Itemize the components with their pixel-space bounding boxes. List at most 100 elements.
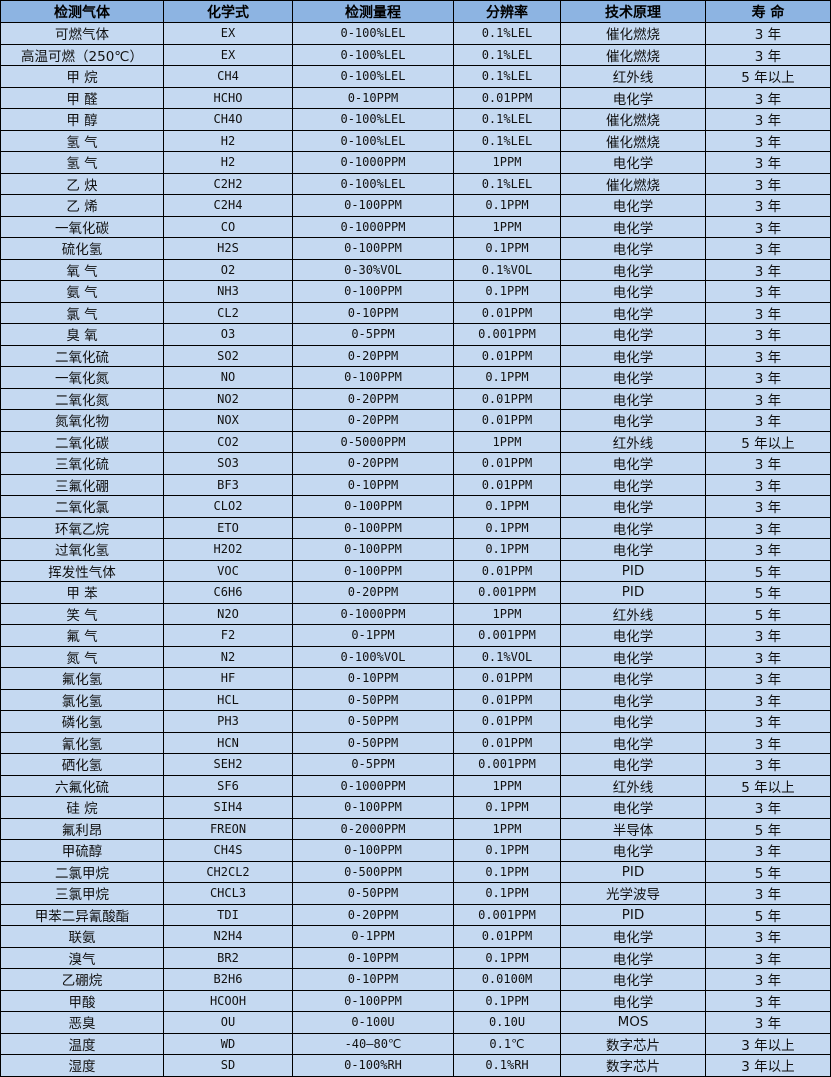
cell-gas: 二氧化硫 bbox=[0, 344, 164, 367]
cell-gas: 三氯甲烷 bbox=[0, 882, 164, 905]
cell-formula: SIH4 bbox=[163, 796, 293, 819]
cell-principle: 红外线 bbox=[560, 774, 706, 797]
cell-lifetime: 3 年 bbox=[705, 925, 831, 948]
cell-range: 0-100%LEL bbox=[292, 172, 454, 195]
cell-lifetime: 5 年以上 bbox=[705, 774, 831, 797]
cell-principle: 电化学 bbox=[560, 753, 706, 776]
cell-formula: O2 bbox=[163, 258, 293, 281]
cell-lifetime: 3 年 bbox=[705, 215, 831, 238]
cell-formula: CH4 bbox=[163, 65, 293, 88]
table-row: 挥发性气体 VOC 0-100PPM 0.01PPM PID 5 年 bbox=[0, 559, 831, 582]
cell-gas: 氨 气 bbox=[0, 280, 164, 303]
cell-gas: 甲苯二异氰酸酯 bbox=[0, 903, 164, 926]
cell-lifetime: 3 年 bbox=[705, 323, 831, 346]
cell-resolution: 0.1%LEL bbox=[453, 22, 561, 45]
cell-lifetime: 3 年 bbox=[705, 366, 831, 389]
cell-range: 0-100%LEL bbox=[292, 65, 454, 88]
cell-range: 0-100PPM bbox=[292, 796, 454, 819]
cell-range: 0-100PPM bbox=[292, 538, 454, 561]
cell-principle: 电化学 bbox=[560, 215, 706, 238]
cell-formula: ETO bbox=[163, 516, 293, 539]
cell-resolution: 1PPM bbox=[453, 602, 561, 625]
cell-resolution: 0.1%LEL bbox=[453, 172, 561, 195]
cell-resolution: 0.01PPM bbox=[453, 409, 561, 432]
cell-principle: 电化学 bbox=[560, 86, 706, 109]
cell-principle: 红外线 bbox=[560, 430, 706, 453]
cell-lifetime: 3 年 bbox=[705, 409, 831, 432]
cell-resolution: 0.1PPM bbox=[453, 882, 561, 905]
header-gas: 检测气体 bbox=[0, 0, 164, 23]
cell-resolution: 1PPM bbox=[453, 430, 561, 453]
cell-resolution: 0.001PPM bbox=[453, 753, 561, 776]
table-row: 联氨 N2H4 0-1PPM 0.01PPM 电化学 3 年 bbox=[0, 925, 831, 948]
cell-formula: HCOOH bbox=[163, 989, 293, 1012]
cell-principle: 电化学 bbox=[560, 796, 706, 819]
cell-gas: 甲 烷 bbox=[0, 65, 164, 88]
cell-gas: 联氨 bbox=[0, 925, 164, 948]
table-row: 高温可燃（250℃） EX 0-100%LEL 0.1%LEL 催化燃烧 3 年 bbox=[0, 43, 831, 66]
cell-range: 0-100PPM bbox=[292, 366, 454, 389]
cell-principle: 催化燃烧 bbox=[560, 22, 706, 45]
cell-range: 0-20PPM bbox=[292, 903, 454, 926]
cell-gas: 氧 气 bbox=[0, 258, 164, 281]
cell-gas: 二氧化氮 bbox=[0, 387, 164, 410]
table-row: 温度 WD -40—80℃ 0.1℃ 数字芯片 3 年以上 bbox=[0, 1032, 831, 1055]
table-row: 氮 气 N2 0-100%VOL 0.1%VOL 电化学 3 年 bbox=[0, 645, 831, 668]
cell-lifetime: 5 年 bbox=[705, 817, 831, 840]
cell-principle: 电化学 bbox=[560, 516, 706, 539]
cell-formula: VOC bbox=[163, 559, 293, 582]
cell-resolution: 1PPM bbox=[453, 817, 561, 840]
table-row: 二氧化碳 CO2 0-5000PPM 1PPM 红外线 5 年以上 bbox=[0, 430, 831, 453]
table-row: 笑 气 N2O 0-1000PPM 1PPM 红外线 5 年 bbox=[0, 602, 831, 625]
cell-gas: 环氧乙烷 bbox=[0, 516, 164, 539]
cell-gas: 二氯甲烷 bbox=[0, 860, 164, 883]
cell-principle: 数字芯片 bbox=[560, 1032, 706, 1055]
cell-lifetime: 3 年 bbox=[705, 667, 831, 690]
cell-gas: 恶臭 bbox=[0, 1011, 164, 1034]
cell-resolution: 0.1PPM bbox=[453, 796, 561, 819]
cell-formula: SEH2 bbox=[163, 753, 293, 776]
cell-principle: 电化学 bbox=[560, 925, 706, 948]
cell-resolution: 0.1PPM bbox=[453, 860, 561, 883]
table-row: 氟利昂 FREON 0-2000PPM 1PPM 半导体 5 年 bbox=[0, 817, 831, 840]
table-row: 臭 氧 O3 0-5PPM 0.001PPM 电化学 3 年 bbox=[0, 323, 831, 346]
cell-formula: H2S bbox=[163, 237, 293, 260]
header-range: 检测量程 bbox=[292, 0, 454, 23]
cell-range: 0-10PPM bbox=[292, 946, 454, 969]
table-row: 磷化氢 PH3 0-50PPM 0.01PPM 电化学 3 年 bbox=[0, 710, 831, 733]
cell-gas: 二氧化碳 bbox=[0, 430, 164, 453]
cell-range: 0-50PPM bbox=[292, 731, 454, 754]
table-row: 三氯甲烷 CHCL3 0-50PPM 0.1PPM 光学波导 3 年 bbox=[0, 882, 831, 905]
cell-lifetime: 5 年以上 bbox=[705, 65, 831, 88]
cell-formula: EX bbox=[163, 22, 293, 45]
table-row: 二氧化氯 CLO2 0-100PPM 0.1PPM 电化学 3 年 bbox=[0, 495, 831, 518]
cell-formula: NOX bbox=[163, 409, 293, 432]
table-row: 甲硫醇 CH4S 0-100PPM 0.1PPM 电化学 3 年 bbox=[0, 839, 831, 862]
cell-range: 0-100PPM bbox=[292, 194, 454, 217]
cell-resolution: 0.01PPM bbox=[453, 473, 561, 496]
cell-principle: 电化学 bbox=[560, 968, 706, 991]
cell-range: 0-100%LEL bbox=[292, 43, 454, 66]
cell-lifetime: 3 年 bbox=[705, 495, 831, 518]
cell-formula: F2 bbox=[163, 624, 293, 647]
cell-lifetime: 3 年 bbox=[705, 43, 831, 66]
cell-range: 0-30%VOL bbox=[292, 258, 454, 281]
cell-resolution: 0.01PPM bbox=[453, 710, 561, 733]
cell-range: 0-100PPM bbox=[292, 989, 454, 1012]
cell-range: 0-100%RH bbox=[292, 1054, 454, 1077]
cell-resolution: 0.1PPM bbox=[453, 194, 561, 217]
cell-gas: 甲硫醇 bbox=[0, 839, 164, 862]
cell-lifetime: 5 年 bbox=[705, 581, 831, 604]
cell-formula: H2 bbox=[163, 151, 293, 174]
cell-lifetime: 3 年 bbox=[705, 301, 831, 324]
cell-range: 0-50PPM bbox=[292, 710, 454, 733]
table-row: 乙 炔 C2H2 0-100%LEL 0.1%LEL 催化燃烧 3 年 bbox=[0, 172, 831, 195]
cell-principle: 光学波导 bbox=[560, 882, 706, 905]
cell-formula: HF bbox=[163, 667, 293, 690]
cell-principle: 电化学 bbox=[560, 452, 706, 475]
cell-gas: 三氟化硼 bbox=[0, 473, 164, 496]
cell-gas: 臭 氧 bbox=[0, 323, 164, 346]
cell-resolution: 0.1PPM bbox=[453, 280, 561, 303]
cell-lifetime: 3 年 bbox=[705, 237, 831, 260]
table-row: 二氧化氮 NO2 0-20PPM 0.01PPM 电化学 3 年 bbox=[0, 387, 831, 410]
